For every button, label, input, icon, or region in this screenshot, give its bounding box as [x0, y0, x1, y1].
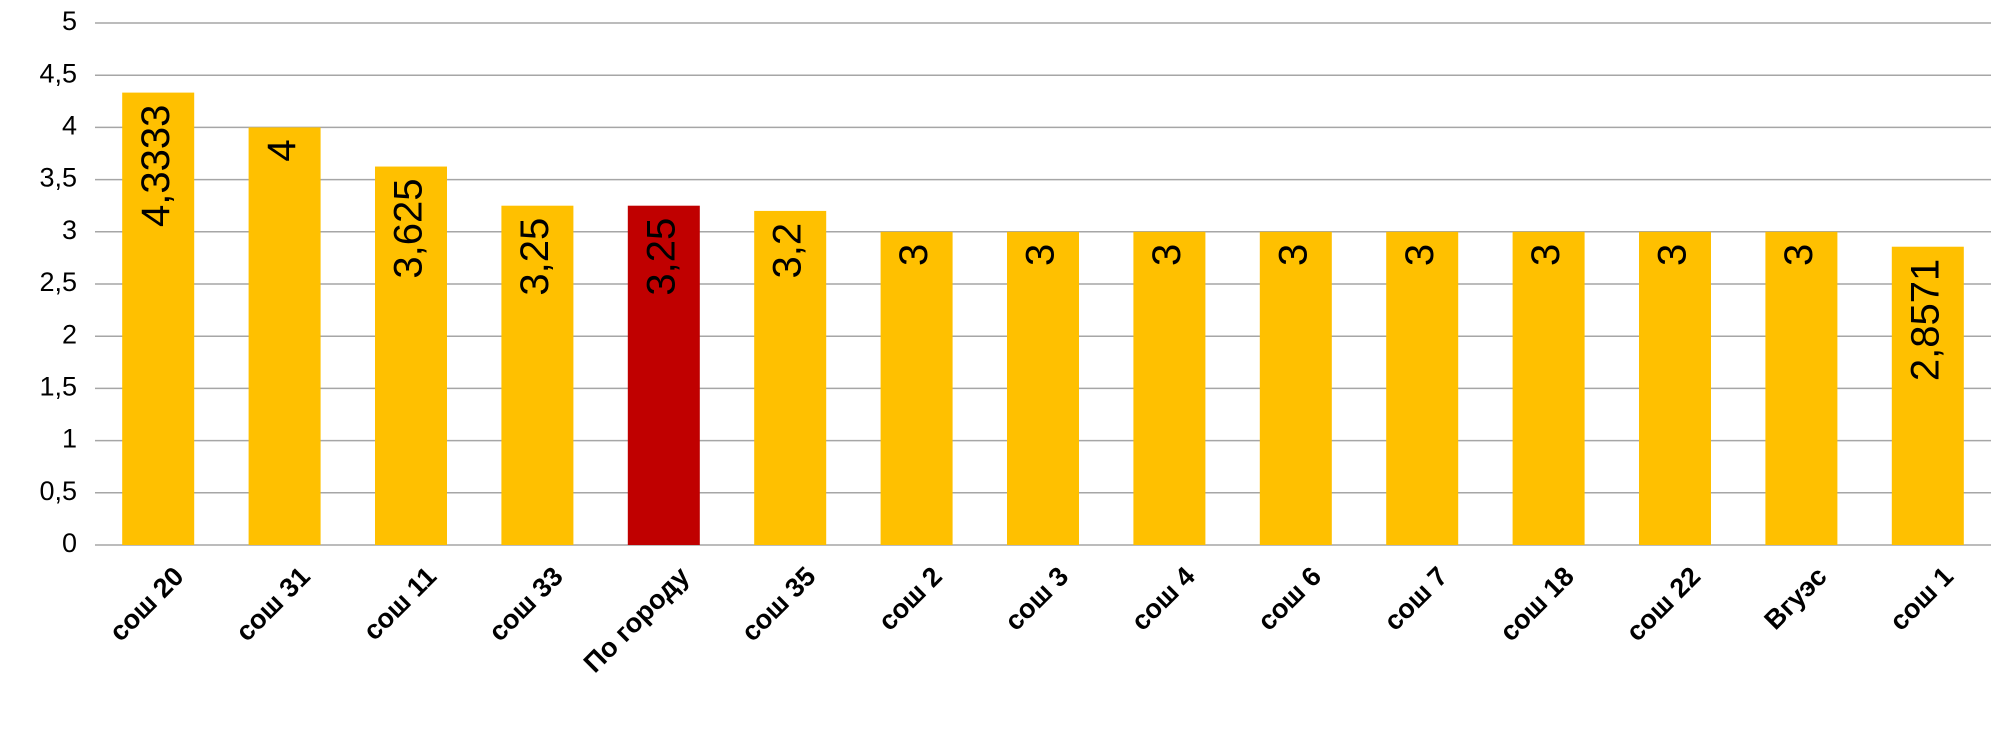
value-label: 3 [1145, 244, 1189, 266]
value-label: 3 [892, 244, 936, 266]
value-label: 2,8571 [1903, 259, 1947, 381]
value-label: 3,25 [513, 218, 557, 296]
x-tick-label: сош 20 [104, 561, 190, 647]
y-tick-label: 0 [62, 528, 77, 558]
y-tick-label: 3,5 [39, 163, 77, 193]
value-label: 3 [1019, 244, 1063, 266]
x-tick-label: сош 4 [1125, 561, 1200, 636]
x-tick-label: сош 7 [1378, 561, 1453, 636]
x-tick-label: сош 3 [999, 561, 1074, 636]
y-tick-label: 2 [62, 319, 77, 349]
bar [1007, 231, 1079, 546]
bar [754, 210, 827, 546]
x-tick-label: сош 18 [1494, 561, 1580, 647]
y-tick-label: 0,5 [39, 476, 77, 506]
y-tick-label: 3 [62, 215, 77, 245]
x-tick-label: сош 11 [357, 561, 442, 646]
value-label: 3 [1271, 244, 1315, 266]
value-label: 3 [1398, 244, 1442, 266]
x-tick-label: сош 31 [230, 561, 316, 647]
y-tick-label: 2,5 [39, 267, 77, 297]
x-tick-label: сош 1 [1884, 561, 1959, 636]
x-tick-label: сош 35 [736, 561, 822, 647]
x-tick-label: Вгуэс [1758, 561, 1832, 635]
x-tick-label: сош 33 [483, 561, 569, 647]
bar [1891, 246, 1964, 546]
x-tick-label: сош 2 [873, 561, 948, 636]
value-label: 3 [1651, 244, 1695, 266]
x-tick-label: сош 6 [1252, 561, 1327, 636]
y-tick-label: 4 [62, 111, 77, 141]
bar [1386, 231, 1459, 546]
value-label: 4 [260, 139, 304, 161]
bar [880, 231, 953, 546]
value-label: 3,25 [639, 218, 683, 296]
bar [248, 127, 321, 546]
bar [1133, 231, 1206, 546]
bar [375, 166, 447, 546]
bar [1639, 231, 1711, 546]
bar [627, 205, 700, 545]
bar [1512, 231, 1585, 546]
bar [1259, 231, 1332, 546]
value-label: 3 [1524, 244, 1568, 266]
y-tick-label: 1 [62, 424, 77, 454]
value-label: 3 [1777, 244, 1821, 266]
value-label: 4,3333 [134, 105, 178, 227]
y-tick-label: 4,5 [39, 58, 77, 88]
x-tick-label: По городу [578, 561, 695, 678]
bar [122, 92, 195, 545]
bar [501, 205, 574, 545]
value-label: 3,2 [766, 223, 810, 279]
value-label: 3,625 [387, 179, 431, 279]
y-tick-label: 5 [62, 6, 77, 36]
x-tick-label: сош 22 [1620, 561, 1706, 647]
bar [1765, 231, 1838, 546]
y-tick-label: 1,5 [39, 372, 77, 402]
